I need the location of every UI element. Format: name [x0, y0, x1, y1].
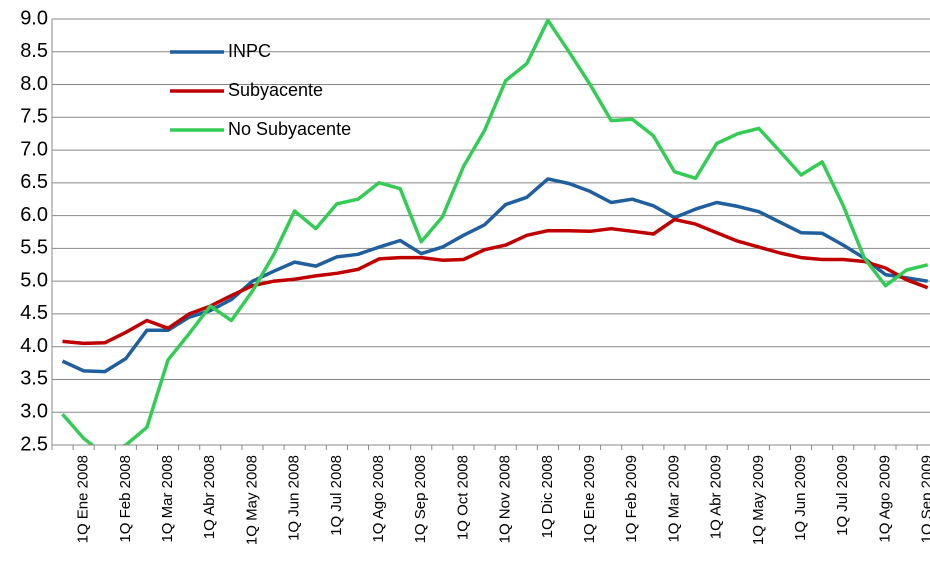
x-tick-label: 1Q Dic 2008 [539, 455, 556, 538]
y-tick-label: 9.0 [20, 7, 48, 29]
labels: 2.5 3.0 3.5 4.0 4.5 5.0 5.5 6.0 6.5 7.0 7.5 8.0 8.5 9… [20, 7, 930, 545]
y-tick-label: 4.0 [20, 335, 48, 357]
x-tick-label: 1Q Jun 2008 [286, 455, 303, 541]
x-tick-label: 1Q Sep 2009 [919, 455, 930, 543]
y-tick-label: 6.0 [20, 204, 48, 226]
legend-label: Subyacente [228, 80, 323, 100]
series-line [61, 177, 928, 374]
series-line [61, 19, 929, 445]
x-tick-label: 1Q Abr 2009 [708, 455, 725, 539]
y-tick-label: 8.5 [20, 40, 48, 62]
x-tick-label: 1Q May 2008 [243, 455, 260, 545]
x-tick-label: 1Q Ene 2008 [75, 455, 92, 543]
x-tick-label: 1Q Jul 2009 [834, 455, 851, 536]
y-tick-label: 3.0 [20, 401, 48, 423]
y-tick-label: 7.0 [20, 138, 48, 160]
x-tick-label: 1Q Sep 2008 [412, 455, 429, 543]
y-tick-label: 5.5 [20, 237, 48, 259]
y-tick-label: 4.5 [20, 302, 48, 324]
plot-lines [61, 19, 929, 445]
y-tick-label: 6.5 [20, 171, 48, 193]
series-line [62, 217, 929, 346]
y-tick-label: 3.5 [20, 368, 48, 390]
x-tick-label: 1Q Ago 2008 [370, 455, 387, 543]
x-tick-label: 1Q Mar 2008 [159, 455, 176, 543]
x-tick-label: 1Q May 2009 [750, 455, 767, 545]
x-tick-label: 1Q Ago 2009 [876, 455, 893, 543]
x-tick-label: 1Q Nov 2008 [497, 455, 514, 543]
x-tick-label: 1Q Jun 2009 [792, 455, 809, 541]
x-tick-label: 1Q Jul 2008 [328, 455, 345, 536]
x-tick-label: 1Q Ene 2009 [581, 455, 598, 543]
y-tick-label: 5.0 [20, 269, 48, 291]
x-tick-label: 1Q Oct 2008 [454, 455, 471, 540]
x-tick-label: 1Q Feb 2008 [117, 455, 134, 543]
legend-label: INPC [228, 41, 271, 61]
y-tick-label: 2.5 [20, 433, 48, 455]
x-tick-label: 1Q Mar 2009 [665, 455, 682, 543]
y-tick-label: 8.0 [20, 73, 48, 95]
x-tick-label: 1Q Abr 2008 [201, 455, 218, 539]
x-tick-label: 1Q Feb 2009 [623, 455, 640, 543]
legend-label: No Subyacente [228, 119, 351, 139]
y-tick-label: 7.5 [20, 106, 48, 128]
grid [51, 18, 930, 450]
